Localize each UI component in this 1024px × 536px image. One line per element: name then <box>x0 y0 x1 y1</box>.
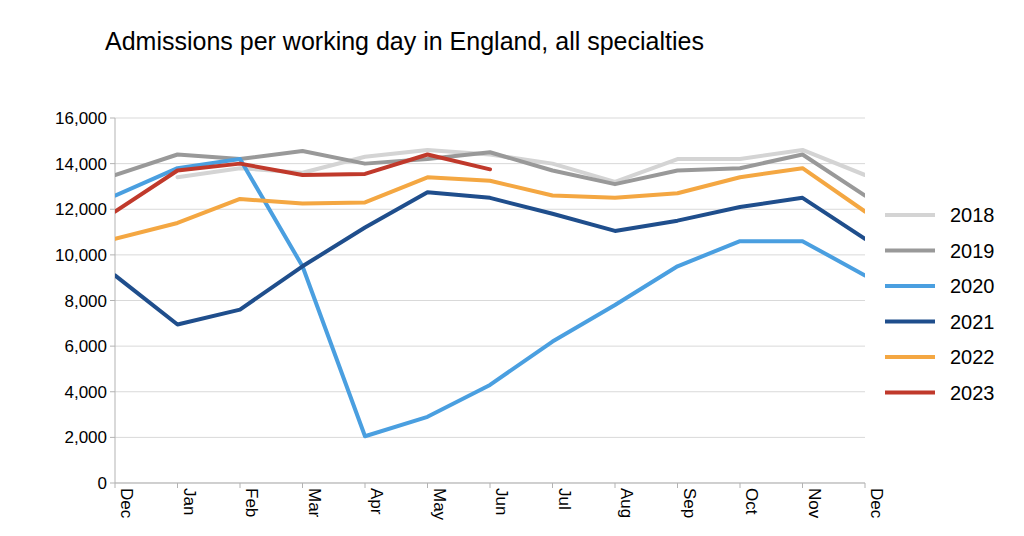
series-line <box>115 159 865 436</box>
y-axis <box>115 118 116 483</box>
series-line <box>115 155 490 212</box>
x-tick-label: Aug <box>617 488 636 518</box>
legend-swatch <box>885 391 935 395</box>
y-tick <box>110 118 115 119</box>
x-tick-label: Apr <box>367 488 386 515</box>
x-tick-label: May <box>430 488 449 521</box>
plot-area <box>115 150 865 436</box>
x-tick-label: Nov <box>805 488 824 519</box>
x-tick <box>177 483 178 488</box>
legend: 2018 2019 2020 2021 2022 2023 <box>885 204 995 404</box>
legend-swatch <box>885 355 935 359</box>
series-line <box>115 151 865 195</box>
legend-swatch <box>885 284 935 288</box>
y-tick-label: 2,000 <box>64 428 107 447</box>
grid-line <box>115 209 865 210</box>
x-tick-label: Dec <box>867 488 886 519</box>
y-tick <box>110 346 115 347</box>
grid-line <box>115 254 865 255</box>
chart: Admissions per working day in England, a… <box>0 0 1024 536</box>
title: Admissions per working day in England, a… <box>105 27 704 55</box>
x-tick <box>240 483 241 488</box>
legend-label: 2021 <box>950 311 995 333</box>
x-tick-label: Jul <box>555 488 574 510</box>
legend-label: 2022 <box>950 346 995 368</box>
y-tick-label: 10,000 <box>55 246 107 265</box>
x-tick <box>365 483 366 488</box>
y-tick-label: 0 <box>98 474 107 493</box>
legend-label: 2019 <box>950 240 995 262</box>
legend-swatch <box>885 213 935 217</box>
series-line <box>115 168 865 239</box>
y-tick-label: 4,000 <box>64 383 107 402</box>
x-tick <box>677 483 678 488</box>
legend-swatch <box>885 320 935 324</box>
x-tick <box>427 483 428 488</box>
x-tick-label: Jun <box>492 488 511 515</box>
x-tick <box>552 483 553 488</box>
grid-line <box>115 300 865 301</box>
y-tick <box>110 483 115 484</box>
y-tick-label: 6,000 <box>64 337 107 356</box>
grid-line <box>115 118 865 119</box>
x-tick <box>865 483 866 488</box>
x-tick-label: Jan <box>180 488 199 515</box>
y-tick-label: 16,000 <box>55 109 107 128</box>
y-tick <box>110 163 115 164</box>
x-tick-label: Oct <box>742 488 761 515</box>
y-tick <box>110 391 115 392</box>
x-tick-label: Sep <box>680 488 699 518</box>
legend-swatch <box>885 249 935 253</box>
y-tick-label: 12,000 <box>55 200 107 219</box>
x-tick <box>490 483 491 488</box>
y-tick <box>110 300 115 301</box>
x-tick-label: Mar <box>305 488 324 518</box>
x-tick <box>802 483 803 488</box>
legend-label: 2023 <box>950 382 995 404</box>
x-tick-label: Feb <box>242 488 261 517</box>
x-tick <box>302 483 303 488</box>
x-tick <box>615 483 616 488</box>
series-line <box>115 192 865 324</box>
x-tick <box>115 483 116 488</box>
grid-line <box>115 346 865 347</box>
legend-label: 2020 <box>950 275 995 297</box>
x-tick <box>740 483 741 488</box>
y-tick <box>110 437 115 438</box>
y-tick-label: 14,000 <box>55 155 107 174</box>
legend-label: 2018 <box>950 204 995 226</box>
grid-line <box>115 391 865 392</box>
y-tick <box>110 209 115 210</box>
y-tick-label: 8,000 <box>64 292 107 311</box>
x-tick-label: Dec <box>117 488 136 519</box>
y-tick <box>110 254 115 255</box>
grid-line <box>115 437 865 438</box>
